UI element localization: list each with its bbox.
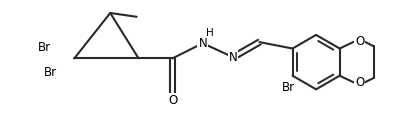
Text: O: O	[355, 35, 364, 48]
Text: O: O	[168, 94, 177, 107]
Text: N: N	[228, 51, 237, 64]
Text: H: H	[206, 28, 213, 38]
Text: Br: Br	[38, 41, 51, 54]
Text: O: O	[355, 76, 364, 89]
Text: Br: Br	[44, 66, 57, 79]
Text: N: N	[198, 37, 207, 50]
Text: Br: Br	[281, 81, 295, 94]
